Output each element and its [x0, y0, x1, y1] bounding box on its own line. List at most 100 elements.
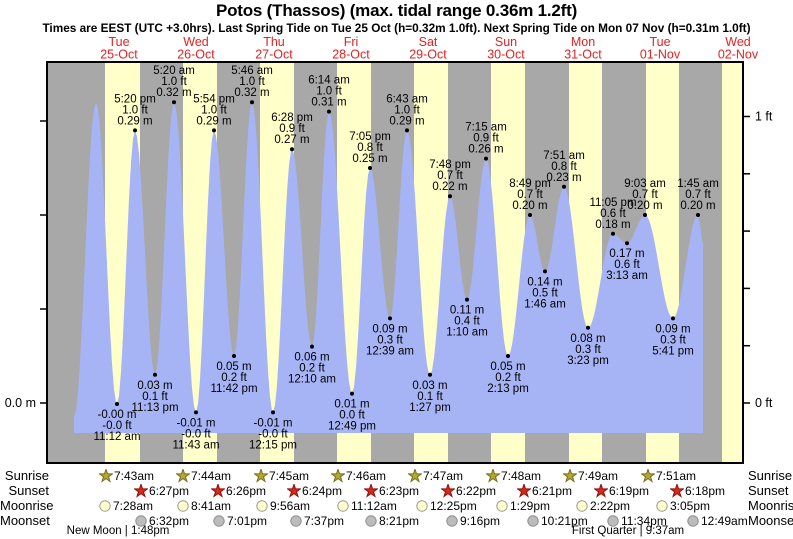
moonset-time: 12:49am: [701, 513, 748, 528]
day-label: Tue 01-Nov: [640, 35, 681, 62]
moonrise-time: 7:28am: [113, 498, 154, 513]
sunrise-star-icon: [563, 468, 577, 483]
tide-annotation-line: -0.0 ft: [258, 428, 288, 440]
sunrise-time: 7:46am: [346, 468, 387, 483]
moonrise-time: 12:25pm: [430, 498, 477, 513]
tide-annotation-line: 6:43 am: [386, 93, 428, 105]
moonrise-icon: [656, 499, 668, 512]
tide-annotation-line: 0.8 ft: [357, 142, 383, 154]
tide-annotation-line: 0.06 m: [294, 352, 329, 364]
sunset-time: 6:19pm: [609, 483, 650, 498]
low-tide-annotation: -0.00 m -0.0 ft 11:12 am: [93, 409, 140, 443]
tide-annotation-line: 7:51 am: [543, 150, 585, 162]
sunset-star-icon: [594, 483, 608, 498]
moonset-icon: [446, 514, 458, 527]
moonset-time: 6:32pm: [149, 513, 190, 528]
moonrise-icon: [496, 499, 508, 512]
moonset-entry: 6:32pm: [134, 513, 189, 528]
moonrise-entry: 9:56am: [255, 498, 310, 513]
low-tide-annotation: 0.03 m 0.1 ft 11:13 pm: [131, 380, 178, 414]
low-tide-annotation: 0.05 m 0.2 ft 2:13 pm: [487, 361, 529, 395]
tide-annotation-line: 0.05 m: [490, 361, 525, 373]
sunrise-entry: 7:51am: [641, 468, 696, 483]
low-tide-annotation: 0.09 m 0.3 ft 5:41 pm: [652, 323, 694, 357]
right-row-label-sunset: Sunset: [748, 483, 789, 498]
tide-annotation-line: 11:12 am: [93, 431, 140, 443]
moonset-time: 9:16pm: [460, 513, 501, 528]
low-tide-dot: [465, 297, 469, 302]
moon-phase-label: New Moon | 1:48pm: [66, 525, 170, 537]
low-tide-dot: [232, 354, 236, 358]
day-label-line: Wed: [725, 35, 751, 49]
tide-annotation-line: 1:10 am: [446, 327, 488, 339]
sunset-star-icon: [441, 483, 455, 498]
sunrise-entry: 7:43am: [99, 468, 154, 483]
day-label-line: Sun: [495, 35, 517, 49]
tide-annotation-line: 12:49 pm: [328, 421, 376, 433]
tide-annotation-line: -0.00 m: [98, 409, 137, 421]
sunrise-star-icon: [486, 468, 500, 483]
moonset-entry: 10:21pm: [526, 513, 588, 528]
sunset-time: 6:22pm: [456, 483, 497, 498]
tide-annotation-line: 0.1 ft: [417, 391, 443, 403]
moonrise-time: 2:22pm: [590, 498, 631, 513]
page-title: Potos (Thassos) (max. tidal range 0.36m …: [215, 1, 578, 20]
moon-phase-label: First Quarter | 9:37am: [571, 525, 685, 537]
day-label-line: 01-Nov: [640, 48, 681, 62]
high-tide-annotation: 6:43 am 1.0 ft 0.29 m: [386, 93, 428, 127]
sunrise-entry: 7:44am: [176, 468, 231, 483]
left-row-label-sunset: Sunset: [8, 483, 49, 498]
left-axis-label: 0.0 m: [5, 396, 36, 410]
tide-annotation-line: 0.22 m: [432, 181, 467, 193]
moonrise-entry: 1:29pm: [495, 498, 550, 513]
high-tide-dot: [696, 213, 700, 217]
tide-annotation-line: -0.0 ft: [181, 428, 211, 440]
sunset-star-icon: [517, 483, 531, 498]
tide-annotation-line: 0.29 m: [389, 115, 424, 127]
tide-annotation-line: 5:41 pm: [652, 345, 694, 357]
high-tide-dot: [290, 147, 294, 152]
left-row-label-moonset: Moonset: [0, 513, 50, 528]
tide-annotation-line: 0.08 m: [570, 333, 605, 345]
tide-annotation-line: 0.1 ft: [142, 391, 168, 403]
tide-annotation-line: 0.23 m: [546, 172, 581, 184]
low-tide-annotation: 0.08 m 0.3 ft 3:23 pm: [567, 333, 609, 367]
sunset-time: 6:26pm: [226, 483, 267, 498]
tide-annotation-line: 0.05 m: [216, 361, 251, 373]
moonset-entry: 11:34pm: [606, 513, 667, 528]
left-row-label-sunrise: Sunrise: [4, 468, 49, 483]
tide-annotation-line: 0.0 ft: [339, 410, 365, 422]
moonset-entry: 9:16pm: [445, 513, 500, 528]
moonset-time: 7:37pm: [304, 513, 345, 528]
sunset-entry: 6:19pm: [594, 483, 649, 498]
tide-annotation-line: 9:03 am: [624, 178, 666, 190]
sunrise-star-icon: [331, 468, 345, 483]
high-tide-dot: [133, 128, 137, 133]
high-tide-dot: [212, 128, 216, 133]
tide-annotation-line: -0.01 m: [177, 417, 216, 429]
moonrise-icon: [576, 499, 588, 512]
tide-annotation-line: 0.9 ft: [473, 133, 499, 145]
low-tide-dot: [350, 391, 354, 396]
day-label: Thu 27-Oct: [255, 35, 293, 62]
low-tide-dot: [428, 372, 432, 377]
high-tide-annotation: 5:46 am 1.0 ft 0.32 m: [231, 65, 273, 99]
low-tide-annotation: 0.09 m 0.3 ft 12:39 am: [366, 323, 414, 357]
high-tide-annotation: 8:49 pm 0.7 ft 0.20 m: [509, 178, 551, 212]
high-tide-annotation: 11:05 pm 0.6 ft 0.18 m: [589, 197, 636, 231]
low-tide-dot: [388, 316, 392, 321]
tide-annotation-line: 0.5 ft: [532, 287, 558, 299]
tide-annotation-line: 5:46 am: [231, 65, 273, 77]
tide-annotation-line: 8:49 pm: [509, 178, 551, 190]
moonrise-time: 9:56am: [270, 498, 311, 513]
high-tide-annotation: 6:28 pm 0.9 ft 0.27 m: [271, 112, 313, 146]
day-label-line: 27-Oct: [255, 48, 293, 62]
tide-annotation-line: 1.0 ft: [239, 76, 265, 88]
moonrise-time: 11:12am: [351, 498, 397, 513]
moonrise-time: 3:05pm: [670, 498, 711, 513]
tide-annotation-line: 0.11 m: [450, 305, 484, 317]
low-tide-dot: [194, 410, 198, 415]
tide-annotation-line: 0.3 ft: [575, 344, 601, 356]
plot-border: [46, 61, 744, 464]
